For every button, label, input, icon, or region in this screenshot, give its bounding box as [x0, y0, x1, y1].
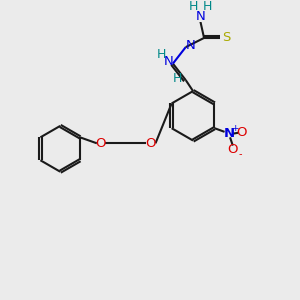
Text: H: H [157, 48, 167, 61]
Text: N: N [185, 39, 195, 52]
Text: H: H [188, 0, 198, 13]
Text: N: N [196, 11, 205, 23]
Text: O: O [95, 137, 106, 150]
Text: O: O [228, 143, 238, 156]
Text: O: O [146, 137, 156, 150]
Text: H: H [173, 72, 182, 85]
Text: +: + [231, 124, 238, 133]
Text: S: S [222, 32, 230, 44]
Text: O: O [237, 126, 247, 139]
Text: -: - [238, 149, 242, 159]
Text: N: N [164, 55, 173, 68]
Text: N: N [224, 127, 235, 140]
Text: H: H [203, 0, 212, 13]
